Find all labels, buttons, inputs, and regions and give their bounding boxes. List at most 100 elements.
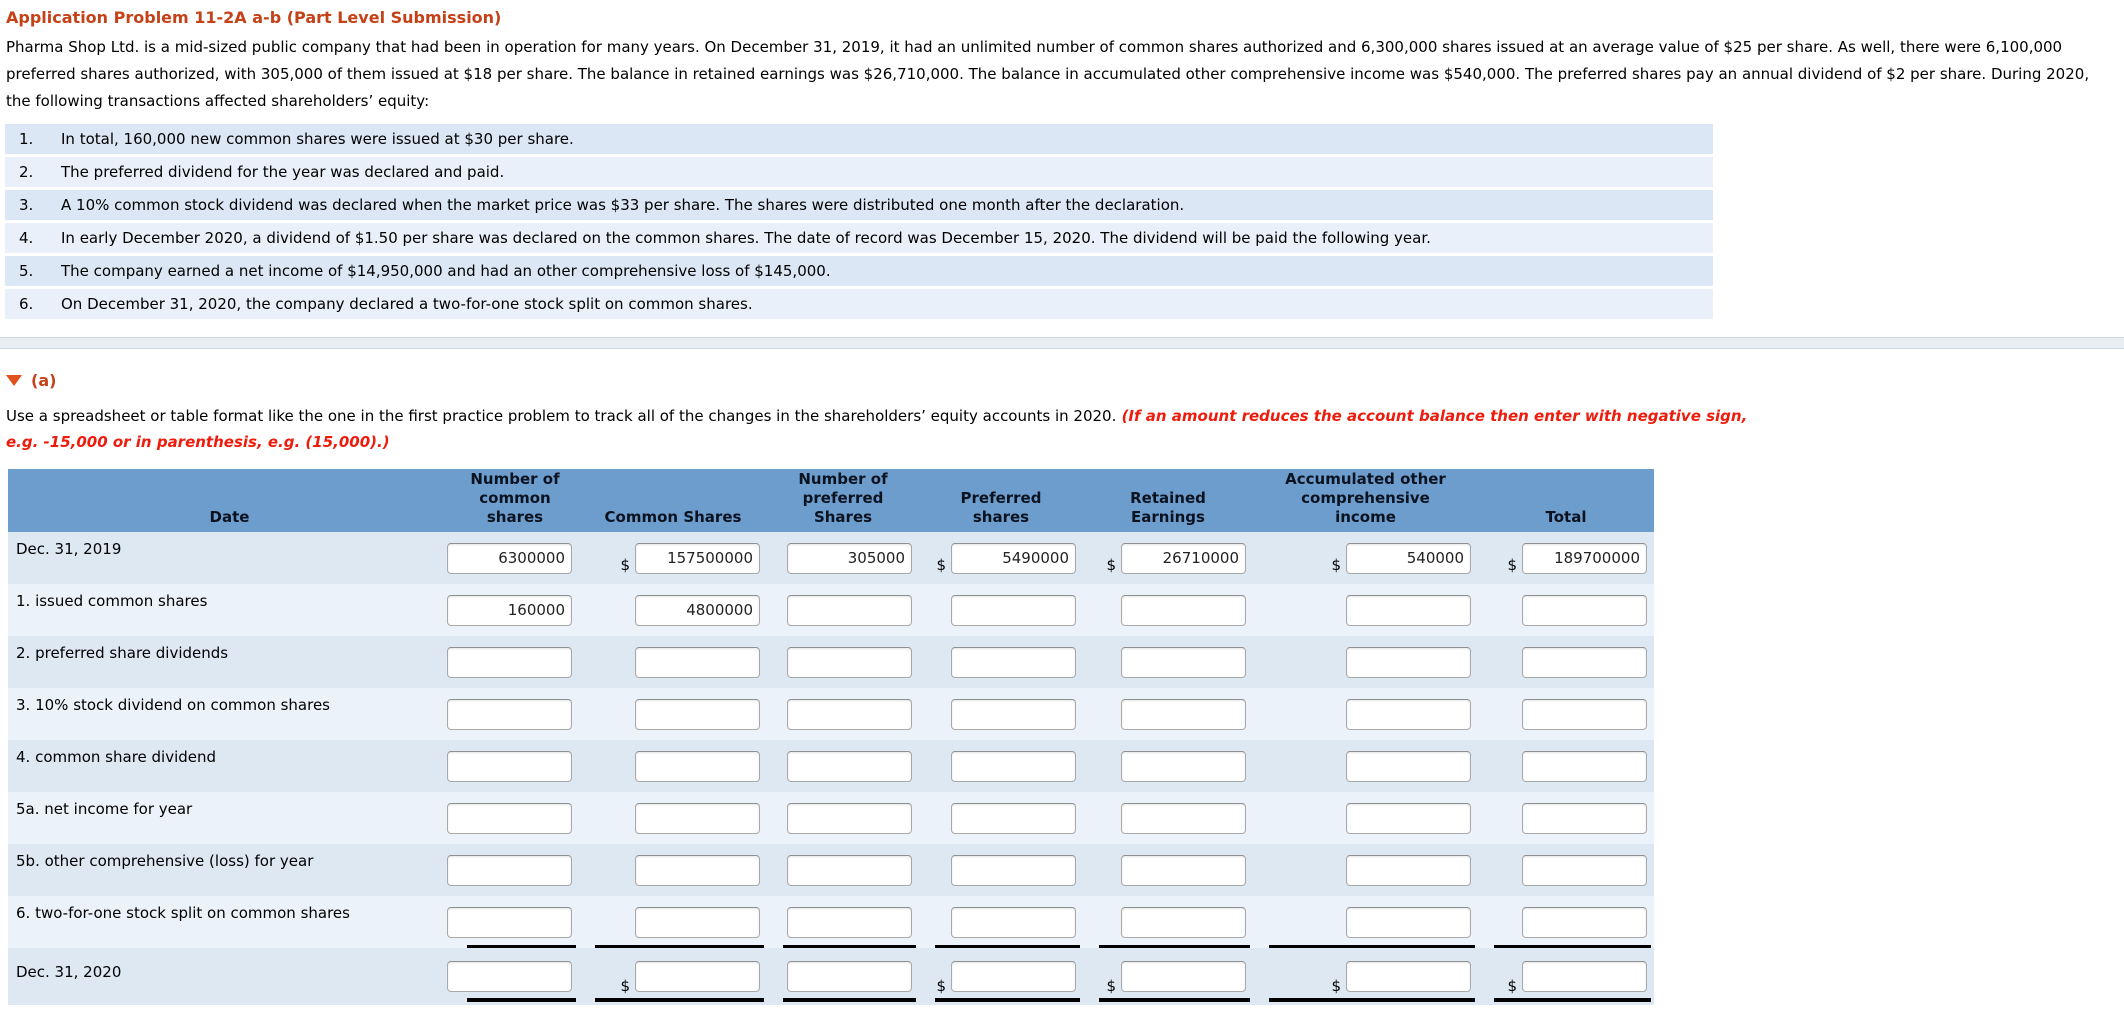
cell-input-num-preferred-shares-row7[interactable] (787, 906, 912, 938)
cell-input-total-row1[interactable] (1522, 594, 1647, 626)
cell-input-aoci-row8[interactable] (1346, 961, 1471, 992)
dollar-sign: $ (1507, 556, 1517, 574)
cell-input-aoci-row4[interactable] (1346, 750, 1471, 782)
cell-input-num-common-shares-row2[interactable] (447, 646, 572, 678)
table-cell (447, 688, 579, 740)
row-label: Dec. 31, 2020 (16, 963, 122, 981)
table-cell (767, 688, 919, 740)
cell-input-num-common-shares-row7[interactable] (447, 906, 572, 938)
cell-input-retained-earnings-row8[interactable] (1121, 961, 1246, 992)
table-cell (1253, 896, 1478, 948)
cell-input-common-shares-row1[interactable] (635, 594, 760, 626)
cell-input-num-preferred-shares-row8[interactable] (787, 961, 912, 992)
cell-input-preferred-shares-row8[interactable] (951, 961, 1076, 992)
cell-input-retained-earnings-row5[interactable] (1121, 802, 1246, 834)
transaction-text: In total, 160,000 new common shares were… (61, 130, 574, 148)
cell-input-retained-earnings-row4[interactable] (1121, 750, 1246, 782)
table-row: 5a. net income for year (8, 792, 1654, 844)
table-cell (919, 740, 1083, 792)
header-number-preferred-shares: Number of preferred Shares (798, 470, 888, 526)
cell-input-aoci-row1[interactable] (1346, 594, 1471, 626)
cell-input-num-common-shares-row8[interactable] (447, 961, 572, 992)
transaction-item: 1. In total, 160,000 new common shares we… (5, 124, 1713, 154)
table-cell (919, 896, 1083, 948)
cell-input-common-shares-row0[interactable] (635, 542, 760, 574)
cell-input-num-common-shares-row3[interactable] (447, 698, 572, 730)
cell-input-preferred-shares-row0[interactable] (951, 542, 1076, 574)
dollar-sign: $ (620, 977, 630, 995)
table-cell (1478, 740, 1654, 792)
cell-input-total-row8[interactable] (1522, 961, 1647, 992)
cell-input-total-row0[interactable] (1522, 542, 1647, 574)
cell-input-aoci-row0[interactable] (1346, 542, 1471, 574)
cell-input-num-common-shares-row1[interactable] (447, 594, 572, 626)
cell-input-preferred-shares-row7[interactable] (951, 906, 1076, 938)
cell-input-total-row4[interactable] (1522, 750, 1647, 782)
cell-input-num-preferred-shares-row0[interactable] (787, 542, 912, 574)
cell-input-preferred-shares-row2[interactable] (951, 646, 1076, 678)
cell-input-common-shares-row6[interactable] (635, 854, 760, 886)
table-cell (579, 584, 767, 636)
cell-input-num-common-shares-row0[interactable] (447, 542, 572, 574)
row-label: 6. two-for-one stock split on common sha… (16, 904, 350, 922)
cell-input-common-shares-row8[interactable] (635, 961, 760, 992)
cell-input-num-preferred-shares-row5[interactable] (787, 802, 912, 834)
row-label: 2. preferred share dividends (16, 644, 229, 662)
cell-input-num-preferred-shares-row6[interactable] (787, 854, 912, 886)
cell-input-total-row2[interactable] (1522, 646, 1647, 678)
cell-input-preferred-shares-row3[interactable] (951, 698, 1076, 730)
cell-input-aoci-row3[interactable] (1346, 698, 1471, 730)
collapse-triangle-icon[interactable] (6, 375, 22, 386)
row-label: 1. issued common shares (16, 592, 208, 610)
table-cell (767, 740, 919, 792)
dollar-sign: $ (1106, 977, 1116, 995)
cell-input-total-row6[interactable] (1522, 854, 1647, 886)
table-cell (1253, 792, 1478, 844)
cell-input-num-preferred-shares-row4[interactable] (787, 750, 912, 782)
cell-input-num-common-shares-row4[interactable] (447, 750, 572, 782)
cell-input-total-row5[interactable] (1522, 802, 1647, 834)
cell-input-total-row7[interactable] (1522, 906, 1647, 938)
table-cell (447, 532, 579, 584)
transaction-number: 3. (19, 196, 34, 214)
cell-input-num-preferred-shares-row2[interactable] (787, 646, 912, 678)
cell-input-common-shares-row7[interactable] (635, 906, 760, 938)
table-cell: $ (1478, 948, 1654, 1005)
row-label: 5a. net income for year (16, 800, 193, 818)
cell-input-num-preferred-shares-row3[interactable] (787, 698, 912, 730)
cell-input-preferred-shares-row4[interactable] (951, 750, 1076, 782)
cell-input-retained-earnings-row2[interactable] (1121, 646, 1246, 678)
table-cell: $ (919, 532, 1083, 584)
cell-input-aoci-row7[interactable] (1346, 906, 1471, 938)
cell-input-num-common-shares-row5[interactable] (447, 802, 572, 834)
header-retained-earnings: Retained Earnings (1130, 489, 1206, 526)
cell-input-preferred-shares-row6[interactable] (951, 854, 1076, 886)
table-cell (767, 584, 919, 636)
table-cell (447, 844, 579, 896)
cell-input-common-shares-row3[interactable] (635, 698, 760, 730)
cell-input-total-row3[interactable] (1522, 698, 1647, 730)
cell-input-retained-earnings-row7[interactable] (1121, 906, 1246, 938)
table-cell (919, 636, 1083, 688)
cell-input-retained-earnings-row0[interactable] (1121, 542, 1246, 574)
table-cell (1478, 584, 1654, 636)
cell-input-retained-earnings-row3[interactable] (1121, 698, 1246, 730)
cell-input-common-shares-row5[interactable] (635, 802, 760, 834)
table-row: 1. issued common shares (8, 584, 1654, 636)
cell-input-retained-earnings-row6[interactable] (1121, 854, 1246, 886)
cell-input-aoci-row5[interactable] (1346, 802, 1471, 834)
cell-input-num-preferred-shares-row1[interactable] (787, 594, 912, 626)
problem-title: Application Problem 11-2A a-b (Part Leve… (6, 8, 502, 27)
cell-input-aoci-row6[interactable] (1346, 854, 1471, 886)
cell-input-aoci-row2[interactable] (1346, 646, 1471, 678)
cell-input-retained-earnings-row1[interactable] (1121, 594, 1246, 626)
cell-input-common-shares-row4[interactable] (635, 750, 760, 782)
cell-input-preferred-shares-row1[interactable] (951, 594, 1076, 626)
cell-input-common-shares-row2[interactable] (635, 646, 760, 678)
row-label: 5b. other comprehensive (loss) for year (16, 852, 314, 870)
table-body: Dec. 31, 2019 $ $ $ $ $1. issued common share… (8, 532, 1654, 1005)
table-cell (579, 688, 767, 740)
cell-input-num-common-shares-row6[interactable] (447, 854, 572, 886)
transaction-item: 5. The company earned a net income of $14… (5, 256, 1713, 286)
cell-input-preferred-shares-row5[interactable] (951, 802, 1076, 834)
